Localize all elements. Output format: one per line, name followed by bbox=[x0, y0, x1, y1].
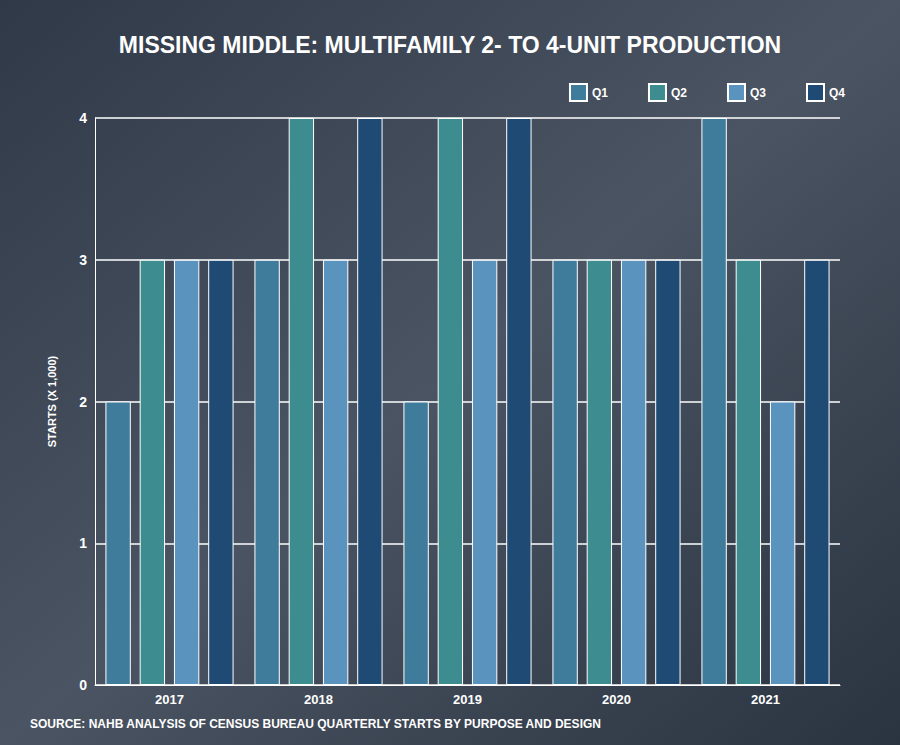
svg-text:0: 0 bbox=[79, 677, 87, 693]
svg-text:2: 2 bbox=[79, 394, 87, 410]
svg-text:4: 4 bbox=[79, 110, 87, 126]
svg-text:1: 1 bbox=[79, 535, 87, 551]
svg-text:Q2: Q2 bbox=[671, 86, 687, 100]
svg-text:SOURCE: NAHB ANALYSIS OF CENSU: SOURCE: NAHB ANALYSIS OF CENSUS BUREAU Q… bbox=[30, 717, 601, 731]
svg-text:2020: 2020 bbox=[602, 692, 631, 707]
svg-text:STARTS (X 1,000): STARTS (X 1,000) bbox=[46, 355, 58, 447]
svg-text:2021: 2021 bbox=[751, 692, 780, 707]
svg-text:2017: 2017 bbox=[155, 692, 184, 707]
svg-text:2019: 2019 bbox=[453, 692, 482, 707]
svg-text:Q3: Q3 bbox=[750, 86, 766, 100]
svg-text:Q4: Q4 bbox=[829, 86, 845, 100]
svg-text:Q1: Q1 bbox=[592, 86, 608, 100]
svg-text:3: 3 bbox=[79, 252, 87, 268]
svg-text:2018: 2018 bbox=[304, 692, 333, 707]
svg-text:MISSING MIDDLE: MULTIFAMILY 2-: MISSING MIDDLE: MULTIFAMILY 2- TO 4-UNIT… bbox=[119, 32, 781, 58]
